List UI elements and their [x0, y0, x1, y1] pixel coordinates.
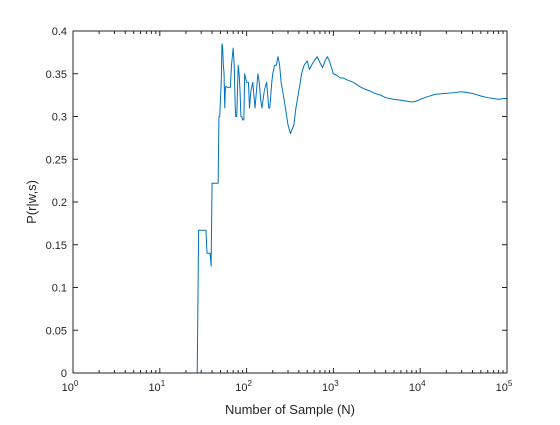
- x-tick-label-base: 10: [496, 382, 508, 394]
- x-tick-label-exponent: 1: [161, 379, 166, 388]
- y-axis-ticks: 0 0.05 0.1 0.15 0.2 0.25 0.3 0.35 0.4: [46, 26, 507, 380]
- x-tick-label-base: 10: [148, 382, 160, 394]
- x-tick-label: 101: [148, 379, 165, 394]
- x-tick-label-exponent: 3: [334, 379, 339, 388]
- x-tick-label-base: 10: [235, 382, 247, 394]
- y-tick-label: 0.2: [52, 197, 67, 209]
- x-tick-label-exponent: 2: [247, 379, 252, 388]
- x-tick-label-base: 10: [62, 382, 74, 394]
- x-tick-label-exponent: 4: [421, 379, 426, 388]
- x-tick-label-base: 10: [409, 382, 421, 394]
- x-tick-label: 104: [409, 379, 426, 394]
- y-tick-label: 0: [61, 368, 67, 380]
- y-tick-label: 0.05: [46, 325, 67, 337]
- x-tick-label: 102: [235, 379, 252, 394]
- y-tick-label: 0.3: [52, 112, 67, 124]
- y-axis-label: P(r|w,s): [24, 180, 39, 224]
- x-axis-label: Number of Sample (N): [225, 402, 355, 417]
- y-tick-label: 0.4: [52, 26, 67, 38]
- plot-background: [73, 31, 507, 373]
- y-tick-label: 0.15: [46, 240, 67, 252]
- y-tick-label: 0.35: [46, 69, 67, 81]
- x-tick-label-exponent: 5: [508, 379, 513, 388]
- y-tick-label: 0.1: [52, 283, 67, 295]
- x-tick-label: 103: [322, 379, 339, 394]
- x-tick-label-base: 10: [322, 382, 334, 394]
- x-tick-label: 105: [496, 379, 513, 394]
- x-tick-label: 100: [62, 379, 79, 394]
- x-axis-ticks: 100 101 102 103 104 105: [62, 31, 513, 394]
- y-tick-label: 0.25: [46, 154, 67, 166]
- series-line: [99, 43, 507, 374]
- x-tick-label-exponent: 0: [74, 379, 79, 388]
